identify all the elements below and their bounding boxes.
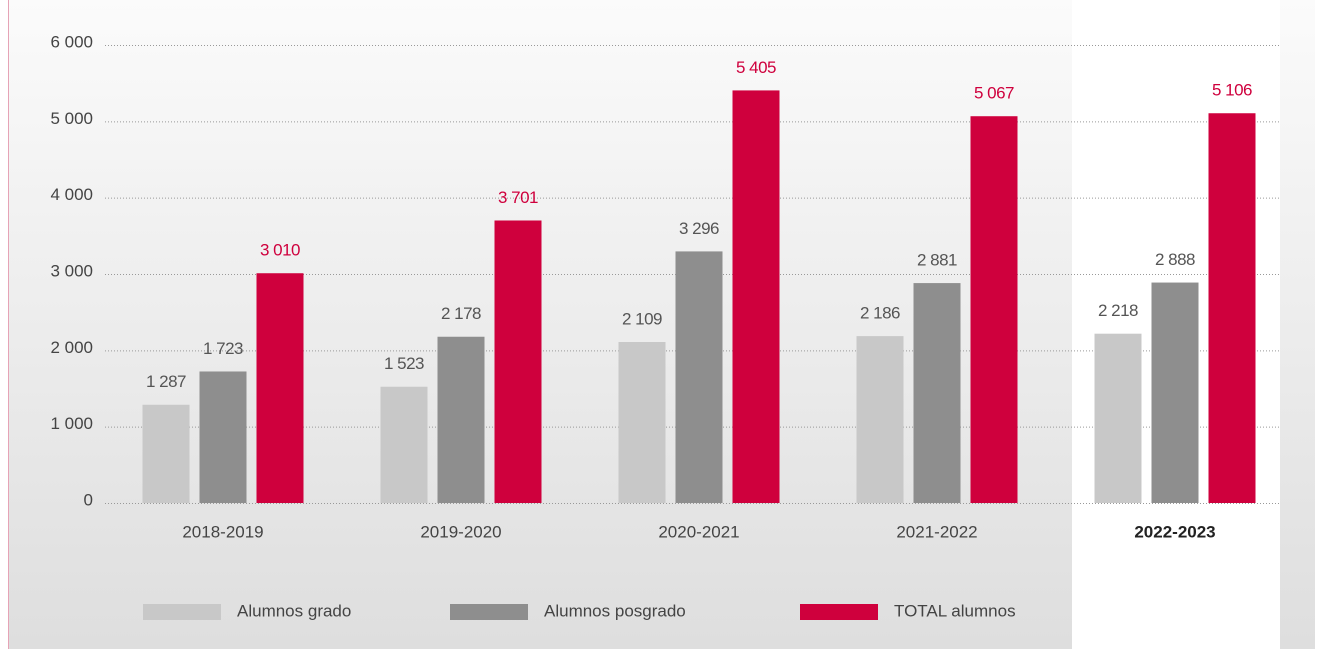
value-label: 3 296 (679, 219, 719, 238)
value-label: 1 523 (384, 354, 424, 373)
value-label: 2 186 (860, 304, 900, 323)
bar (675, 251, 723, 503)
bar (856, 336, 904, 503)
bar (1094, 333, 1142, 503)
y-tick-label: 1 000 (50, 414, 93, 433)
bar (1208, 113, 1256, 503)
value-label: 5 106 (1212, 81, 1252, 100)
bar (970, 116, 1018, 504)
value-label: 2 218 (1098, 301, 1138, 320)
value-label: 5 405 (736, 58, 776, 77)
y-tick-label: 4 000 (50, 185, 93, 204)
legend-swatch (450, 604, 528, 620)
x-tick-label: 2018-2019 (182, 522, 263, 541)
value-label: 2 888 (1155, 250, 1195, 269)
y-tick-label: 0 (84, 490, 93, 509)
bar (142, 404, 190, 503)
bar (732, 90, 780, 503)
bar (913, 283, 961, 503)
value-label: 1 723 (203, 339, 243, 358)
y-tick-label: 5 000 (50, 109, 93, 128)
bar (380, 386, 428, 503)
value-label: 3 010 (260, 241, 300, 260)
x-tick-label: 2019-2020 (420, 522, 501, 541)
x-tick-label: 2020-2021 (658, 522, 739, 541)
bar (437, 336, 485, 503)
value-label: 2 178 (441, 304, 481, 323)
legend-label: Alumnos grado (237, 601, 351, 620)
value-label: 2 109 (622, 309, 662, 328)
legend-label: TOTAL alumnos (894, 601, 1016, 620)
value-label: 3 701 (498, 188, 538, 207)
bar (256, 273, 304, 503)
y-tick-label: 3 000 (50, 261, 93, 280)
x-tick-label: 2022-2023 (1134, 522, 1215, 541)
legend-swatch (800, 604, 878, 620)
value-label: 1 287 (146, 372, 186, 391)
legend-swatch (143, 604, 221, 620)
value-label: 5 067 (974, 84, 1014, 103)
legend-label: Alumnos posgrado (544, 601, 686, 620)
y-tick-label: 2 000 (50, 338, 93, 357)
bar (618, 342, 666, 503)
value-label: 2 881 (917, 251, 957, 270)
x-tick-label: 2021-2022 (896, 522, 977, 541)
bar (1151, 282, 1199, 503)
bar (494, 220, 542, 503)
bar (199, 371, 247, 503)
y-tick-label: 6 000 (50, 32, 93, 51)
